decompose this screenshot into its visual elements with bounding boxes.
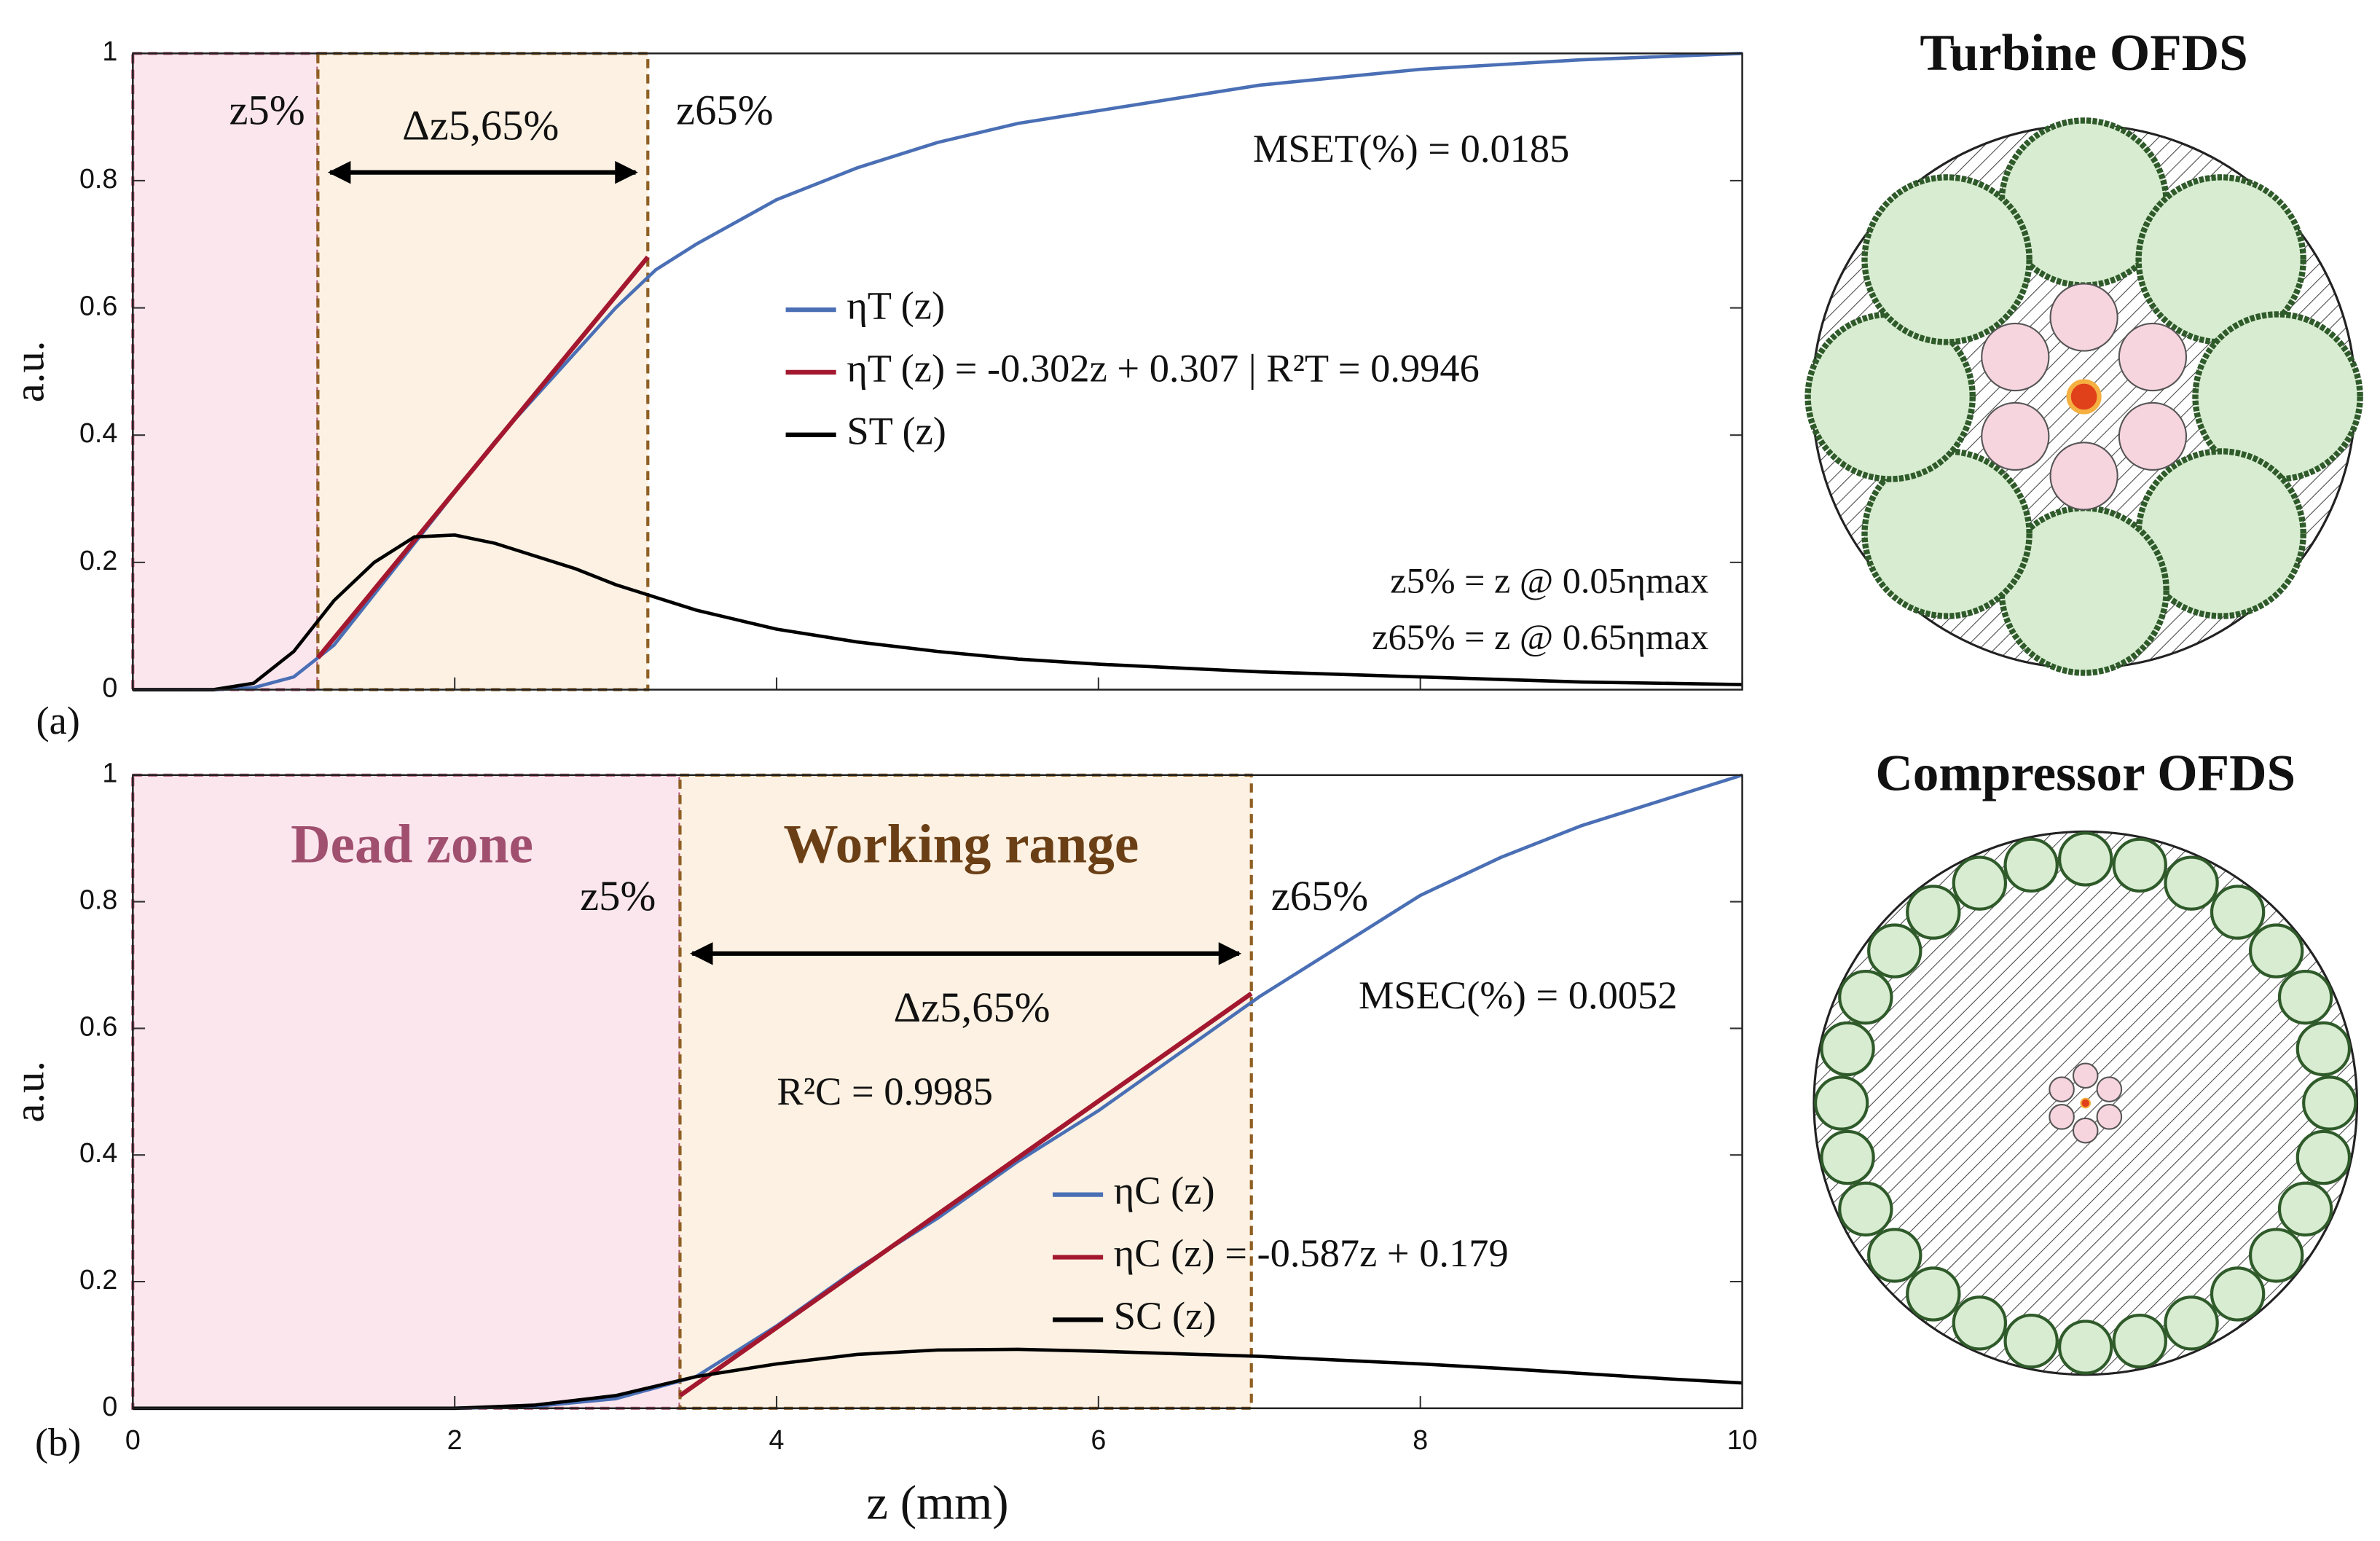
green-rod (1861, 174, 2033, 345)
green-rod (2302, 1075, 2357, 1131)
series-line (678, 992, 1253, 1398)
green-rod (2003, 1313, 2059, 1369)
diagram-title: Compressor OFDS (1875, 745, 2295, 801)
region-label: Working range (783, 815, 1139, 875)
legend-label: ηT (z) (847, 283, 945, 328)
y-tick-label: 0.4 (79, 1137, 117, 1168)
y-tick-label: 0.6 (79, 291, 117, 321)
green-rod (1820, 1129, 1875, 1185)
y-tick-label: 0.6 (79, 1011, 117, 1041)
y-tick-label: 0.8 (79, 163, 117, 194)
region (316, 52, 650, 691)
annotation: z5% (580, 872, 656, 919)
green-rod (2295, 1129, 2352, 1185)
pink-capillary (2072, 1117, 2099, 1144)
green-rod (1867, 1228, 1923, 1283)
green-rod (1838, 1181, 1893, 1237)
series-line (315, 255, 650, 659)
y-tick-label: 1 (102, 36, 117, 66)
pink-capillary (1981, 322, 2050, 392)
y-tick-label: 0.4 (79, 417, 117, 448)
annotation: z5% (229, 87, 305, 134)
series-line (133, 773, 1743, 1411)
green-rod (1952, 1295, 2008, 1351)
panel-label: (a) (36, 698, 79, 742)
annotation: Δz5,65% (893, 984, 1050, 1031)
green-rod (2210, 1266, 2266, 1322)
green-rod (2248, 1228, 2304, 1283)
green-rod (2295, 1021, 2352, 1077)
green-rod (2164, 855, 2219, 911)
green-rod (2058, 1320, 2113, 1375)
annotation: z65% = z @ 0.65ηmax (1372, 616, 1708, 657)
pink-capillary (2096, 1076, 2123, 1102)
annotation: z65% (676, 87, 773, 134)
series-line (133, 1347, 1743, 1411)
annotation: MSEC(%) = 0.0052 (1359, 973, 1677, 1017)
annotation: R²C = 0.9985 (777, 1069, 993, 1113)
green-rod (2058, 831, 2113, 887)
y-tick-label: 0.2 (79, 1264, 117, 1295)
diagram-title: Turbine OFDS (1920, 25, 2247, 82)
green-rod (1867, 923, 1923, 979)
x-tick-label: 6 (1091, 1424, 1106, 1455)
annotation: z5% = z @ 0.05ηmax (1390, 560, 1708, 601)
pink-capillary (2096, 1104, 2123, 1130)
pink-capillary (1981, 401, 2050, 471)
y-axis-label: a.u. (6, 341, 53, 403)
pink-capillary (2072, 1062, 2099, 1089)
green-rod (2277, 1181, 2333, 1237)
y-tick-label: 0 (102, 672, 117, 702)
region-label: Dead zone (291, 815, 533, 875)
axes-frame (132, 774, 1743, 1410)
green-rod (1906, 885, 1961, 940)
x-tick-label: 10 (1727, 1424, 1758, 1455)
legend-label: ST (z) (847, 408, 946, 452)
pink-capillary (2049, 442, 2118, 511)
axes-frame (132, 52, 1743, 691)
pink-capillary (2049, 1104, 2075, 1130)
x-axis-label: z (mm) (866, 1475, 1008, 1529)
legend-label: ηC (z) = -0.587z + 0.179 (1114, 1231, 1509, 1275)
green-rod (1838, 969, 1893, 1025)
green-rod (2248, 923, 2304, 979)
legend-label: ηT (z) = -0.302z + 0.307 | R²T = 0.9946 (847, 345, 1480, 390)
green-rod (2277, 969, 2333, 1025)
y-tick-label: 0.8 (79, 885, 117, 915)
panel-label: (b) (35, 1420, 81, 1464)
core (2066, 379, 2102, 415)
green-rod (1906, 1266, 1961, 1322)
green-rod (1952, 855, 2008, 911)
y-tick-label: 0 (102, 1391, 117, 1422)
x-tick-label: 2 (447, 1424, 463, 1455)
pink-capillary (2118, 322, 2188, 392)
pink-capillary (2118, 401, 2188, 471)
x-tick-label: 8 (1413, 1424, 1428, 1455)
green-rod (2003, 837, 2059, 893)
green-rod (1820, 1021, 1875, 1077)
green-rod (2112, 837, 2167, 893)
green-rod (1813, 1075, 1869, 1131)
y-tick-label: 1 (102, 758, 117, 788)
annotation: z65% (1271, 872, 1368, 919)
x-tick-label: 4 (769, 1424, 785, 1455)
legend-label: ηC (z) (1114, 1168, 1215, 1212)
region (131, 773, 682, 1410)
annotation: MSET(%) = 0.0185 (1253, 126, 1569, 170)
annotation: Δz5,65% (402, 101, 559, 149)
region (131, 52, 320, 691)
y-axis-label: a.u. (6, 1061, 53, 1123)
region (678, 773, 1253, 1410)
pink-capillary (2049, 1076, 2075, 1102)
core (2080, 1097, 2092, 1109)
green-rod (2164, 1295, 2219, 1351)
green-rod (2210, 885, 2266, 940)
series-line (133, 533, 1743, 691)
y-tick-label: 0.2 (79, 545, 117, 576)
green-rod (2112, 1313, 2167, 1369)
x-tick-label: 0 (125, 1424, 141, 1455)
pink-capillary (2049, 283, 2118, 352)
legend-label: SC (z) (1114, 1293, 1217, 1338)
